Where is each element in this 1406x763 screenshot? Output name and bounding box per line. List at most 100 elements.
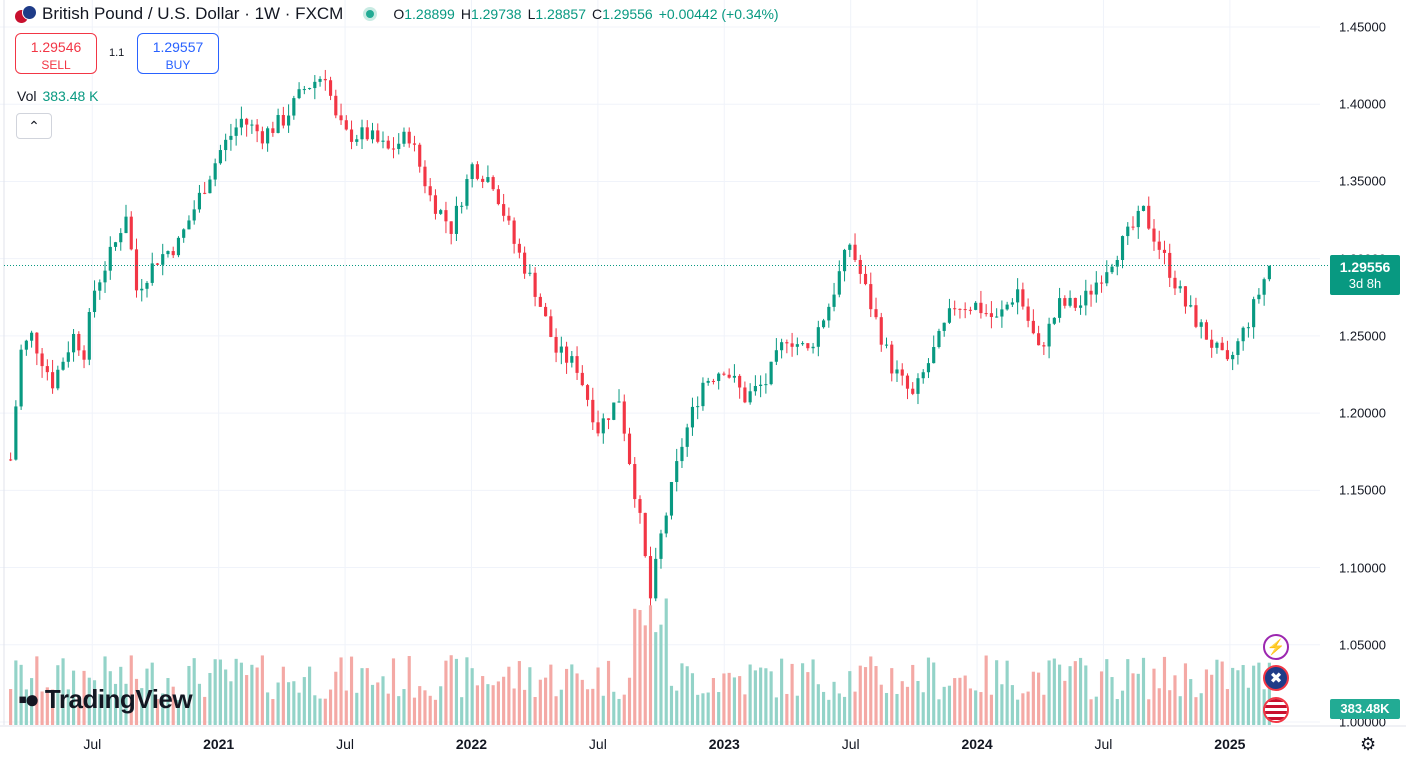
candle-body: [1016, 289, 1020, 303]
candle-body: [622, 401, 626, 434]
volume-bar: [475, 685, 479, 725]
volume-bar: [622, 694, 626, 725]
candle-body: [984, 313, 988, 315]
volume-bar: [407, 656, 411, 725]
current-price: 1.29556: [1339, 259, 1391, 275]
candle-body: [654, 558, 658, 599]
volume-bar: [349, 656, 354, 725]
candle-body: [176, 237, 181, 256]
candle-body: [863, 273, 868, 285]
collapse-chevron-icon[interactable]: ⌃: [16, 113, 52, 139]
candle-body: [884, 344, 889, 346]
candle-body: [1005, 304, 1009, 310]
candle-body: [675, 461, 679, 482]
candle-body: [858, 259, 862, 274]
candle-body: [937, 330, 941, 348]
candle-body: [1110, 266, 1114, 273]
volume-bar: [56, 665, 60, 725]
volume-bar: [19, 664, 23, 725]
candle-body: [412, 143, 417, 145]
volume-bar: [71, 670, 76, 725]
volume-bar: [51, 689, 55, 725]
volume-bar: [161, 693, 165, 725]
volume-bar: [633, 608, 637, 725]
candle-body: [1157, 241, 1161, 250]
volume-bar: [1157, 688, 1161, 725]
candle-body: [1257, 294, 1261, 300]
candle-body: [208, 179, 212, 194]
candle-body: [381, 140, 385, 142]
volume-bar: [837, 693, 841, 725]
volume-bar: [454, 658, 459, 725]
settings-gear-icon[interactable]: ⚙: [1360, 734, 1377, 754]
volume-bar: [953, 678, 957, 725]
volume-bar: [1267, 662, 1271, 725]
volume-bar: [318, 698, 322, 725]
volume-bar: [1052, 658, 1056, 725]
volume-bar: [701, 693, 705, 725]
volume-bar: [444, 660, 448, 725]
candle-body: [780, 342, 784, 351]
candle-body: [1010, 302, 1014, 305]
sell-price: 1.29546: [30, 39, 82, 55]
candle-body: [853, 244, 857, 260]
candle-body: [1115, 259, 1119, 267]
volume-bar: [1257, 662, 1261, 725]
volume-bar: [40, 691, 44, 725]
volume-bar: [507, 666, 511, 725]
candle-body: [1052, 317, 1056, 324]
tradingview-logo[interactable]: ▪● TradingView: [18, 684, 193, 715]
volume-bar: [397, 696, 401, 725]
volume-bar: [1199, 693, 1203, 725]
volume-bar: [1084, 665, 1088, 725]
candle-body: [1084, 290, 1088, 306]
candle-body: [890, 344, 894, 374]
volume-bar: [82, 670, 86, 725]
candle-body: [517, 243, 521, 253]
volume-bar: [45, 687, 49, 725]
volume-bar: [14, 660, 18, 725]
symbol-title[interactable]: British Pound / U.S. Dollar · 1W · FXCM: [42, 4, 344, 23]
ohlc-values: O 1.28899 H 1.29738 L 1.28857 C 1.29556 +0.0…: [393, 6, 779, 22]
candle-body: [680, 446, 684, 462]
candle-body: [1131, 226, 1135, 228]
volume-bar: [1210, 674, 1214, 725]
volume-bar: [87, 677, 91, 725]
candle-body: [1241, 327, 1245, 342]
volume-bar: [806, 672, 810, 725]
candle-body: [397, 143, 401, 149]
candle-body: [790, 343, 794, 347]
volume-bar: [1078, 657, 1083, 725]
candle-body: [606, 418, 611, 420]
candle-body: [502, 204, 506, 216]
candle-body: [203, 192, 207, 194]
candle-body: [161, 254, 165, 265]
uk-flag-icon[interactable]: ✖: [1263, 665, 1289, 691]
candle-body: [124, 216, 128, 234]
candle-body: [145, 282, 149, 289]
volume-bar: [1047, 660, 1051, 725]
candle-body: [1099, 282, 1104, 284]
candle-body: [801, 343, 805, 345]
candle-body: [386, 140, 390, 149]
candle-body: [192, 209, 196, 221]
volume-bar: [1189, 679, 1193, 725]
time-tick-label: Jul: [83, 736, 102, 752]
candle-body: [418, 144, 422, 167]
candle-body: [370, 130, 375, 140]
candle-body: [66, 352, 70, 362]
volume-bar: [292, 681, 296, 725]
candle-body: [308, 88, 312, 90]
sell-button[interactable]: 1.29546 SELL: [15, 33, 97, 74]
us-flag-icon[interactable]: [1263, 697, 1289, 723]
candle-body: [523, 252, 527, 274]
buy-button[interactable]: 1.29557 BUY: [137, 33, 219, 74]
candle-body: [1152, 228, 1156, 242]
time-tick-label: Jul: [336, 736, 355, 752]
volume-bar: [1131, 673, 1135, 725]
lightning-icon[interactable]: ⚡: [1263, 634, 1289, 660]
flag-gbp-usd-icon: [14, 5, 37, 24]
volume-bar: [376, 682, 380, 725]
candle-body: [559, 346, 563, 353]
